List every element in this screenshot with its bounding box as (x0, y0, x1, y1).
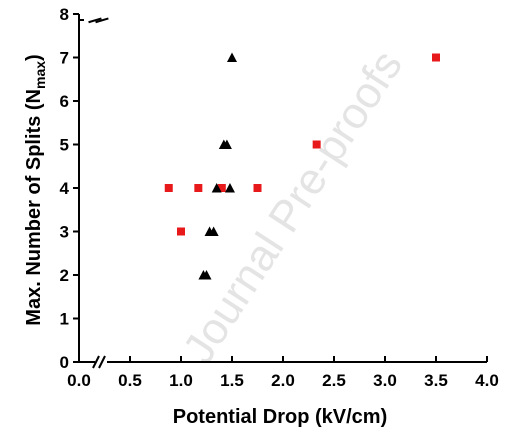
x-tick-label: 2.5 (322, 371, 346, 390)
y-axis-ticks: 0 1 2 3 4 5 6 7 8 (60, 5, 79, 372)
x-tick-label: 0.0 (67, 371, 91, 390)
y-tick-label: 7 (60, 49, 69, 68)
triangle-point (227, 52, 237, 62)
square-point (253, 184, 262, 192)
x-axis-break-mark (98, 355, 106, 369)
square-point (194, 184, 203, 192)
y-tick-label: 8 (60, 5, 69, 24)
y-tick-label: 6 (60, 92, 69, 111)
watermark: Journal Pre-proofs (174, 42, 412, 372)
y-tick-label: 3 (60, 223, 69, 242)
x-tick-label: 3.0 (373, 371, 397, 390)
x-tick-label: 0.5 (118, 371, 142, 390)
square-point (217, 184, 226, 192)
square-point (432, 53, 440, 62)
x-axis-break-mark (92, 355, 100, 369)
y-axis-break-mark (88, 17, 102, 24)
y-tick-label: 0 (60, 353, 69, 372)
y-axis-break-mark (95, 17, 109, 24)
x-tick-label: 4.0 (475, 371, 499, 390)
x-tick-label: 2.0 (271, 371, 295, 390)
x-axis-ticks: 0.0 0.5 1.0 1.5 2.0 2.5 3.0 3.5 4.0 (67, 356, 499, 390)
y-tick-label: 2 (60, 266, 69, 285)
square-point (177, 227, 185, 236)
y-tick-label: 4 (60, 179, 70, 198)
y-tick-label: 5 (60, 136, 69, 155)
x-tick-label: 3.5 (424, 371, 448, 390)
triangle-point (221, 139, 232, 149)
y-axis-title: Max. Number of Splits (Nmax) (23, 54, 48, 325)
y-axis-title-close: ) (23, 54, 45, 61)
y-tick-label: 1 (60, 310, 69, 329)
y-axis-title-main: Max. Number of Splits (N (23, 89, 45, 326)
x-axis-title: Potential Drop (kV/cm) (173, 406, 387, 428)
data-points (164, 52, 440, 280)
y-axis-title-subscript: max (32, 61, 48, 89)
x-tick-label: 1.0 (169, 371, 193, 390)
square-point (312, 140, 321, 149)
triangle-point (201, 270, 212, 280)
x-tick-label: 1.5 (220, 371, 244, 390)
triangle-point (208, 226, 219, 236)
triangle-point (224, 183, 235, 193)
square-point (164, 184, 173, 192)
triangle-point (211, 183, 222, 193)
